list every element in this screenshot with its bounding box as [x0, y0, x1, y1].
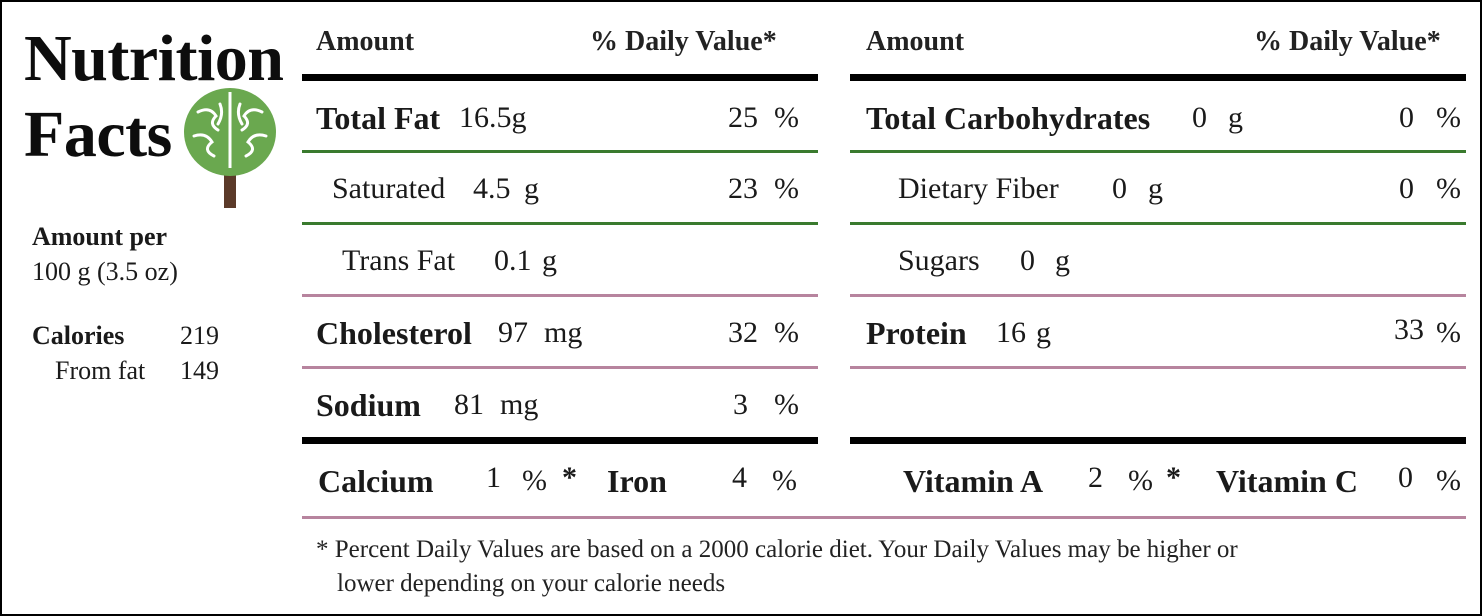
vitamin-a-star: * [1166, 461, 1181, 494]
sodium-pct: % [774, 388, 799, 421]
protein-pct: % [1436, 316, 1461, 349]
vitamin-a-value: 2 [1088, 461, 1103, 494]
cholesterol-amount: 97 [498, 316, 528, 349]
trans-fat-label: Trans Fat [342, 244, 456, 277]
sugars-label: Sugars [898, 244, 980, 277]
total-fat-pct: % [774, 101, 799, 134]
right-rule-1 [850, 150, 1466, 153]
calories-value: 219 [180, 321, 219, 350]
dietary-fiber-amount: 0 [1112, 172, 1127, 205]
calcium-star: * [562, 461, 577, 494]
title-line-1: Nutrition [24, 22, 284, 95]
cholesterol-label: Cholesterol [316, 315, 472, 351]
left-header-amount: Amount [316, 26, 415, 57]
saturated-dv: 23 [728, 172, 758, 205]
calcium-value: 1 [486, 461, 501, 494]
footnote-line-1: * Percent Daily Values are based on a 20… [316, 536, 1238, 563]
dietary-fiber-unit: g [1148, 172, 1163, 205]
total-fat-label: Total Fat [316, 100, 441, 136]
trans-fat-amount: 0.1 [494, 244, 532, 277]
protein-amount: 16 [996, 316, 1026, 349]
vitamin-a-pct: % [1128, 464, 1153, 497]
left-bottom-rule [302, 437, 818, 444]
left-rule-4 [302, 366, 818, 369]
amount-per-label: Amount per [32, 222, 168, 251]
calcium-label: Calcium [318, 463, 434, 499]
right-rule-2 [850, 222, 1466, 225]
total-carbs-pct: % [1436, 101, 1461, 134]
title-line-2: Facts [24, 98, 172, 171]
saturated-amount: 4.5 [473, 172, 511, 205]
vitamin-c-label: Vitamin C [1216, 463, 1358, 499]
cholesterol-unit: mg [544, 316, 583, 349]
total-carbs-dv: 0 [1399, 101, 1414, 134]
left-rule-2 [302, 222, 818, 225]
calories-label: Calories [32, 321, 125, 350]
iron-value: 4 [732, 461, 747, 494]
right-header-daily-value: % Daily Value* [1254, 26, 1441, 57]
from-fat-value: 149 [180, 356, 219, 385]
right-rule-3 [850, 294, 1466, 297]
sodium-amount: 81 [454, 388, 484, 421]
cholesterol-dv: 32 [728, 316, 758, 349]
calcium-pct: % [522, 464, 547, 497]
dietary-fiber-label: Dietary Fiber [898, 172, 1059, 205]
from-fat-label: From fat [55, 356, 146, 385]
vitamin-c-pct: % [1436, 464, 1461, 497]
total-carbs-unit: g [1228, 101, 1243, 134]
right-header-rule [850, 74, 1466, 81]
trans-fat-unit: g [542, 244, 557, 277]
left-header-daily-value: % Daily Value* [590, 26, 777, 57]
right-bottom-rule [850, 437, 1466, 444]
total-fat-dv: 25 [728, 101, 758, 134]
sodium-dv: 3 [733, 388, 748, 421]
right-header-amount: Amount [866, 26, 965, 57]
left-rule-1 [302, 150, 818, 153]
saturated-pct: % [774, 172, 799, 205]
brain-tree-icon [180, 84, 280, 210]
total-carbs-amount: 0 [1192, 101, 1207, 134]
total-fat-amount: 16.5g [459, 101, 527, 134]
saturated-label: Saturated [332, 172, 446, 205]
left-header-rule [302, 74, 818, 81]
total-carbs-label: Total Carbohydrates [866, 100, 1151, 136]
sugars-unit: g [1055, 244, 1070, 277]
dietary-fiber-dv: 0 [1399, 172, 1414, 205]
protein-dv: 33 [1394, 313, 1424, 346]
dietary-fiber-pct: % [1436, 172, 1461, 205]
right-rule-4 [850, 366, 1466, 369]
protein-unit: g [1036, 316, 1051, 349]
cholesterol-pct: % [774, 316, 799, 349]
protein-label: Protein [866, 315, 967, 351]
saturated-unit: g [524, 172, 539, 205]
iron-pct: % [772, 464, 797, 497]
sodium-label: Sodium [316, 387, 421, 423]
left-rule-3 [302, 294, 818, 297]
footnote-line-2: lower depending on your calorie needs [337, 570, 726, 597]
vitamin-a-label: Vitamin A [903, 463, 1044, 499]
sugars-amount: 0 [1020, 244, 1035, 277]
minerals-bottom-rule [302, 516, 1466, 519]
iron-label: Iron [607, 463, 667, 499]
serving-size: 100 g (3.5 oz) [32, 257, 178, 286]
vitamin-c-value: 0 [1398, 461, 1413, 494]
sodium-unit: mg [500, 388, 539, 421]
